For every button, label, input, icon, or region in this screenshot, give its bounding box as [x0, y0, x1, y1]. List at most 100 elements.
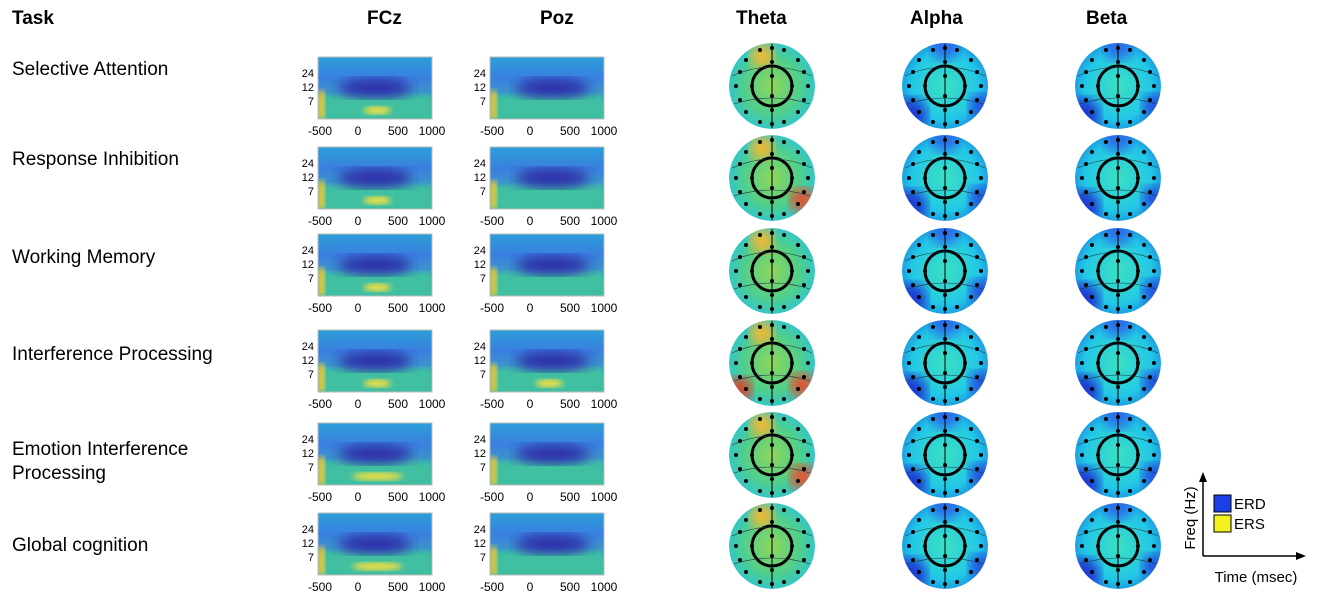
- ers-blob: [352, 562, 403, 571]
- electrode: [917, 479, 921, 483]
- electrode: [770, 94, 774, 98]
- electrode: [955, 489, 959, 493]
- electrode: [1104, 48, 1108, 52]
- y-tick-label: 12: [302, 355, 314, 367]
- electrode: [917, 295, 921, 299]
- electrode: [969, 335, 973, 339]
- electrode: [770, 259, 774, 263]
- electrode: [969, 150, 973, 154]
- electrode: [750, 453, 754, 457]
- x-tick-label: 1000: [591, 124, 618, 138]
- electrode: [1116, 60, 1120, 64]
- electrode: [802, 283, 806, 287]
- topoplot: [1075, 503, 1161, 589]
- x-tick-label: 0: [355, 580, 362, 594]
- electrode: [1104, 325, 1108, 329]
- electrode: [790, 269, 794, 273]
- electrode: [758, 397, 762, 401]
- topoplot: [729, 43, 815, 129]
- cold-spot: [1142, 554, 1161, 578]
- electrode: [917, 202, 921, 206]
- electrode: [931, 233, 935, 237]
- electrode: [1116, 74, 1120, 78]
- x-tick-label: -500: [480, 490, 504, 504]
- electrode: [1104, 212, 1108, 216]
- spectrogram-frame: [317, 56, 433, 120]
- electrode: [955, 417, 959, 421]
- topoplot: [729, 135, 815, 221]
- electrode: [782, 212, 786, 216]
- electrode: [744, 570, 748, 574]
- x-tick-label: -500: [308, 124, 332, 138]
- electrode: [758, 140, 762, 144]
- spectrogram: [317, 146, 433, 210]
- electrode: [802, 530, 806, 534]
- y-tick-label: 24: [474, 341, 486, 353]
- electrode: [917, 150, 921, 154]
- electrode: [955, 325, 959, 329]
- electrode: [1152, 269, 1156, 273]
- electrode: [770, 337, 774, 341]
- electrode: [943, 152, 947, 156]
- electrode: [1116, 415, 1120, 419]
- electrode: [770, 463, 774, 467]
- y-tick-label: 24: [474, 434, 486, 446]
- electrode: [943, 582, 947, 586]
- electrode: [1090, 570, 1094, 574]
- electrode: [1116, 231, 1120, 235]
- spectrogram-body: [490, 513, 604, 575]
- x-tick-label: -500: [308, 397, 332, 411]
- electrode: [931, 140, 935, 144]
- electrode: [1116, 582, 1120, 586]
- x-tick-label: -500: [308, 490, 332, 504]
- electrode: [738, 439, 742, 443]
- electrode: [758, 48, 762, 52]
- electrode: [1116, 46, 1120, 50]
- electrode: [738, 162, 742, 166]
- electrode: [975, 283, 979, 287]
- electrode: [1116, 293, 1120, 297]
- electrode: [770, 245, 774, 249]
- y-tick-label: 12: [302, 538, 314, 550]
- ers-blob: [352, 472, 403, 481]
- electrode: [802, 558, 806, 562]
- electrode: [911, 190, 915, 194]
- electrode: [790, 453, 794, 457]
- electrode: [1116, 214, 1120, 218]
- topoplot: [902, 503, 988, 589]
- left-edge: [318, 457, 325, 485]
- electrode: [1142, 202, 1146, 206]
- electrode: [796, 570, 800, 574]
- electrode: [969, 479, 973, 483]
- electrode: [770, 231, 774, 235]
- electrode: [911, 375, 915, 379]
- electrode: [802, 162, 806, 166]
- electrode: [943, 534, 947, 538]
- electrode: [802, 467, 806, 471]
- electrode: [955, 397, 959, 401]
- electrode: [782, 397, 786, 401]
- electrode: [1128, 417, 1132, 421]
- hot-spot: [790, 373, 814, 397]
- electrode: [931, 489, 935, 493]
- hot-spot: [790, 188, 814, 212]
- electrode: [770, 582, 774, 586]
- electrode: [907, 176, 911, 180]
- spectrogram-frame: [317, 512, 433, 576]
- electrode: [1128, 305, 1132, 309]
- electrode: [943, 94, 947, 98]
- electrode: [738, 375, 742, 379]
- x-tick-label: 1000: [591, 397, 618, 411]
- topoplot: [729, 412, 815, 498]
- electrode: [1128, 48, 1132, 52]
- contour: [1079, 374, 1157, 382]
- electrode: [1128, 397, 1132, 401]
- electrode: [943, 399, 947, 403]
- electrode: [782, 508, 786, 512]
- x-tick-label: 1000: [419, 214, 446, 228]
- electrode: [943, 506, 947, 510]
- electrode: [770, 443, 774, 447]
- electrode: [770, 108, 774, 112]
- electrode: [943, 371, 947, 375]
- x-tick-label: -500: [308, 580, 332, 594]
